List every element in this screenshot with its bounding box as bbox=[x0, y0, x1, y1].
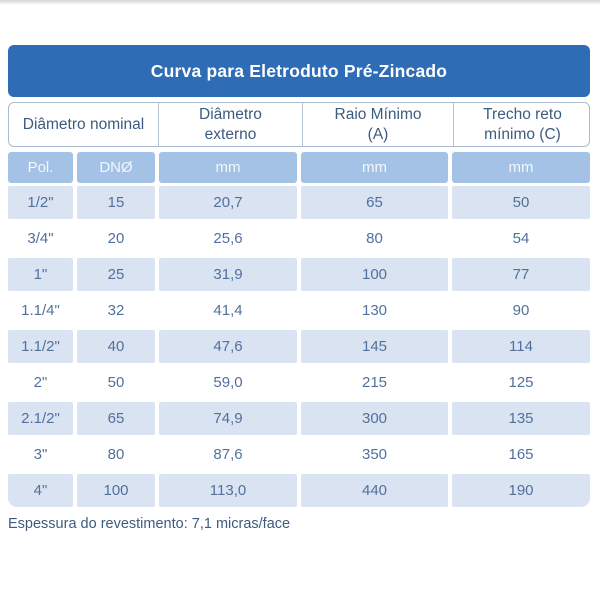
cell-raio-minimo: 130 bbox=[361, 302, 388, 319]
cell-dn: 15 bbox=[77, 186, 155, 219]
cell-diametro-externo: 25,6 bbox=[213, 230, 243, 247]
cell-trecho-reto: 114 bbox=[452, 330, 590, 363]
cell-dn: 32 bbox=[107, 302, 125, 319]
cell-pol: 2.1/2" bbox=[8, 402, 73, 435]
header-diametro-nominal: Diâmetro nominal bbox=[22, 115, 145, 133]
cell-diametro-externo: 59,0 bbox=[213, 374, 243, 391]
cell-pol: 1/2" bbox=[8, 186, 73, 219]
cell-diametro-externo: 31,9 bbox=[159, 258, 297, 291]
cell-raio-minimo: 145 bbox=[301, 330, 448, 363]
table-row: 2" 50 59,0 215 125 bbox=[8, 366, 590, 399]
cell-raio-minimo: 65 bbox=[301, 186, 448, 219]
header-raio-minimo: Raio Mínimo (A) bbox=[302, 103, 453, 146]
table-row: 1.1/2" 40 47,6 145 114 bbox=[8, 330, 590, 363]
cell-pol: 2" bbox=[33, 374, 48, 391]
cell-dn: 20 bbox=[107, 230, 125, 247]
cell-trecho-reto: 125 bbox=[508, 374, 534, 391]
cell-raio-minimo: 100 bbox=[301, 258, 448, 291]
cell-raio-minimo: 300 bbox=[301, 402, 448, 435]
cell-raio-minimo: 80 bbox=[366, 230, 383, 247]
cell-diametro-externo: 41,4 bbox=[213, 302, 243, 319]
eletroduto-spec-table: Curva para Eletroduto Pré-Zincado Diâmet… bbox=[8, 45, 590, 532]
cell-diametro-externo: 47,6 bbox=[159, 330, 297, 363]
cell-diametro-externo: 74,9 bbox=[159, 402, 297, 435]
cell-trecho-reto: 190 bbox=[452, 474, 590, 507]
subheader-mm-raio: mm bbox=[301, 152, 448, 183]
cell-trecho-reto: 135 bbox=[452, 402, 590, 435]
table-row: 4" 100 113,0 440 190 bbox=[8, 474, 590, 507]
subheader-dn: DNØ bbox=[77, 152, 155, 183]
table-row: 3" 80 87,6 350 165 bbox=[8, 438, 590, 471]
cell-pol: 3" bbox=[33, 446, 48, 463]
coating-thickness-note: Espessura do revestimento: 7,1 micras/fa… bbox=[8, 516, 291, 532]
cell-diametro-externo: 87,6 bbox=[213, 446, 243, 463]
cell-dn: 50 bbox=[107, 374, 125, 391]
cell-trecho-reto: 54 bbox=[512, 230, 530, 247]
cell-trecho-reto: 165 bbox=[508, 446, 534, 463]
subheader-mm-externo: mm bbox=[159, 152, 297, 183]
table-title-bar: Curva para Eletroduto Pré-Zincado bbox=[8, 45, 590, 97]
table-row: 1/2" 15 20,7 65 50 bbox=[8, 186, 590, 219]
cell-trecho-reto: 77 bbox=[452, 258, 590, 291]
unit-subheader-row: Pol. DNØ mm mm mm bbox=[8, 152, 590, 183]
table-row: 1.1/4" 32 41,4 130 90 bbox=[8, 294, 590, 327]
cell-trecho-reto: 90 bbox=[512, 302, 530, 319]
column-header-row: Diâmetro nominal Diâmetro externo Raio M… bbox=[8, 102, 590, 147]
cell-raio-minimo: 350 bbox=[361, 446, 388, 463]
cell-dn: 25 bbox=[77, 258, 155, 291]
page-top-edge bbox=[0, 0, 600, 5]
cell-pol: 1.1/4" bbox=[21, 302, 60, 319]
cell-pol: 3/4" bbox=[27, 230, 54, 247]
subheader-pol: Pol. bbox=[8, 152, 73, 183]
cell-diametro-externo: 113,0 bbox=[159, 474, 297, 507]
cell-pol: 1.1/2" bbox=[8, 330, 73, 363]
cell-raio-minimo: 215 bbox=[361, 374, 388, 391]
cell-pol: 4" bbox=[8, 474, 73, 507]
cell-dn: 40 bbox=[77, 330, 155, 363]
table-row: 2.1/2" 65 74,9 300 135 bbox=[8, 402, 590, 435]
cell-dn: 65 bbox=[77, 402, 155, 435]
cell-diametro-externo: 20,7 bbox=[159, 186, 297, 219]
cell-trecho-reto: 50 bbox=[452, 186, 590, 219]
cell-pol: 1" bbox=[8, 258, 73, 291]
header-diametro-externo: Diâmetro externo bbox=[158, 103, 302, 146]
cell-raio-minimo: 440 bbox=[301, 474, 448, 507]
table-row: 1" 25 31,9 100 77 bbox=[8, 258, 590, 291]
header-trecho-reto: Trecho reto mínimo (C) bbox=[453, 103, 591, 146]
cell-dn: 80 bbox=[107, 446, 125, 463]
table-row: 3/4" 20 25,6 80 54 bbox=[8, 222, 590, 255]
table-title: Curva para Eletroduto Pré-Zincado bbox=[150, 60, 448, 81]
cell-dn: 100 bbox=[77, 474, 155, 507]
subheader-mm-trecho: mm bbox=[452, 152, 590, 183]
